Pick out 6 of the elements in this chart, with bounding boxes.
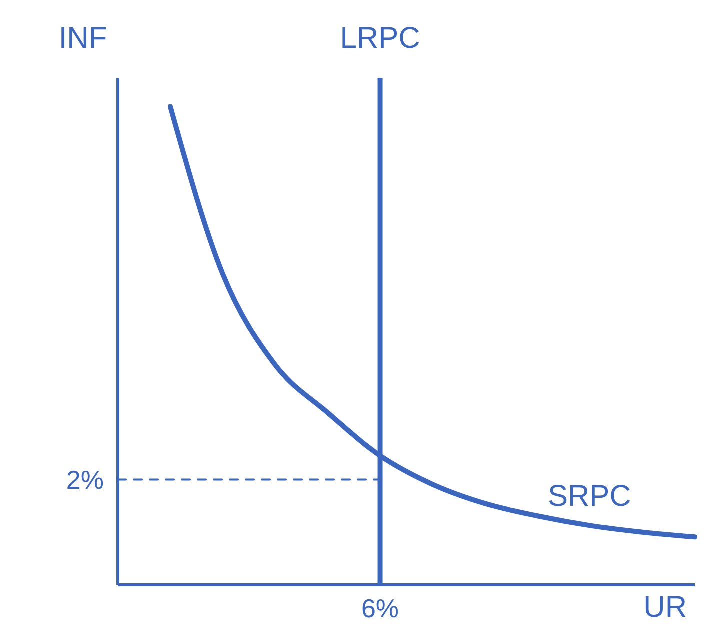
text: LRPC	[340, 22, 420, 55]
text: 6%	[361, 593, 400, 624]
y-axis-title: INF	[58, 22, 108, 55]
series-label: SRPC	[548, 480, 632, 514]
text: 2%	[66, 465, 104, 496]
x-axis-title: UR	[644, 591, 687, 624]
